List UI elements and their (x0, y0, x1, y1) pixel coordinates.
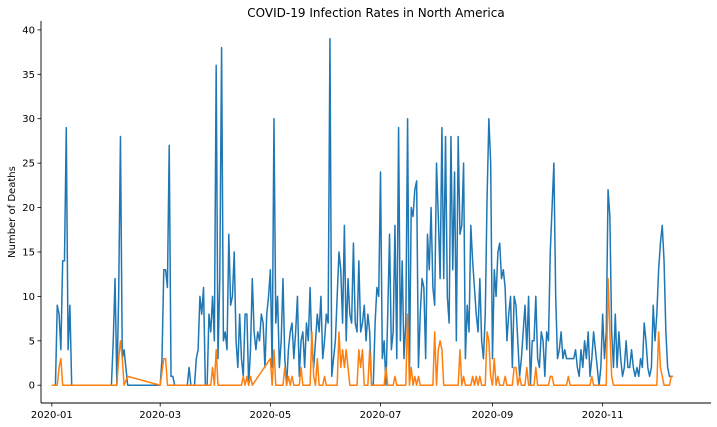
y-tick-label: 10 (22, 292, 35, 303)
y-tick-label: 15 (22, 247, 35, 258)
x-tick-label: 2020-05 (249, 410, 291, 421)
y-axis-label: Number of Deaths (7, 166, 18, 258)
y-tick-label: 30 (22, 114, 35, 125)
y-tick-label: 0 (29, 381, 35, 392)
plot-area (51, 38, 674, 386)
x-tick-label: 2020-01 (31, 410, 73, 421)
y-ticks: 0 5 10 15 20 25 30 35 40 (22, 25, 41, 392)
series-line-2 (51, 277, 674, 386)
y-tick-label: 25 (22, 159, 35, 170)
x-tick-label: 2020-07 (360, 410, 402, 421)
x-tick-label: 2020-11 (582, 410, 624, 421)
x-ticks: 2020-01 2020-03 2020-05 2020-07 2020-09 2020-… (31, 403, 624, 421)
y-tick-label: 20 (22, 203, 35, 214)
y-tick-label: 35 (22, 70, 35, 81)
series-line-1 (51, 38, 674, 386)
y-tick-label: 40 (22, 25, 35, 36)
y-tick-label: 5 (29, 336, 35, 347)
chart-title: COVID-19 Infection Rates in North Americ… (247, 6, 504, 20)
x-tick-label: 2020-09 (472, 410, 514, 421)
x-tick-label: 2020-03 (139, 410, 181, 421)
